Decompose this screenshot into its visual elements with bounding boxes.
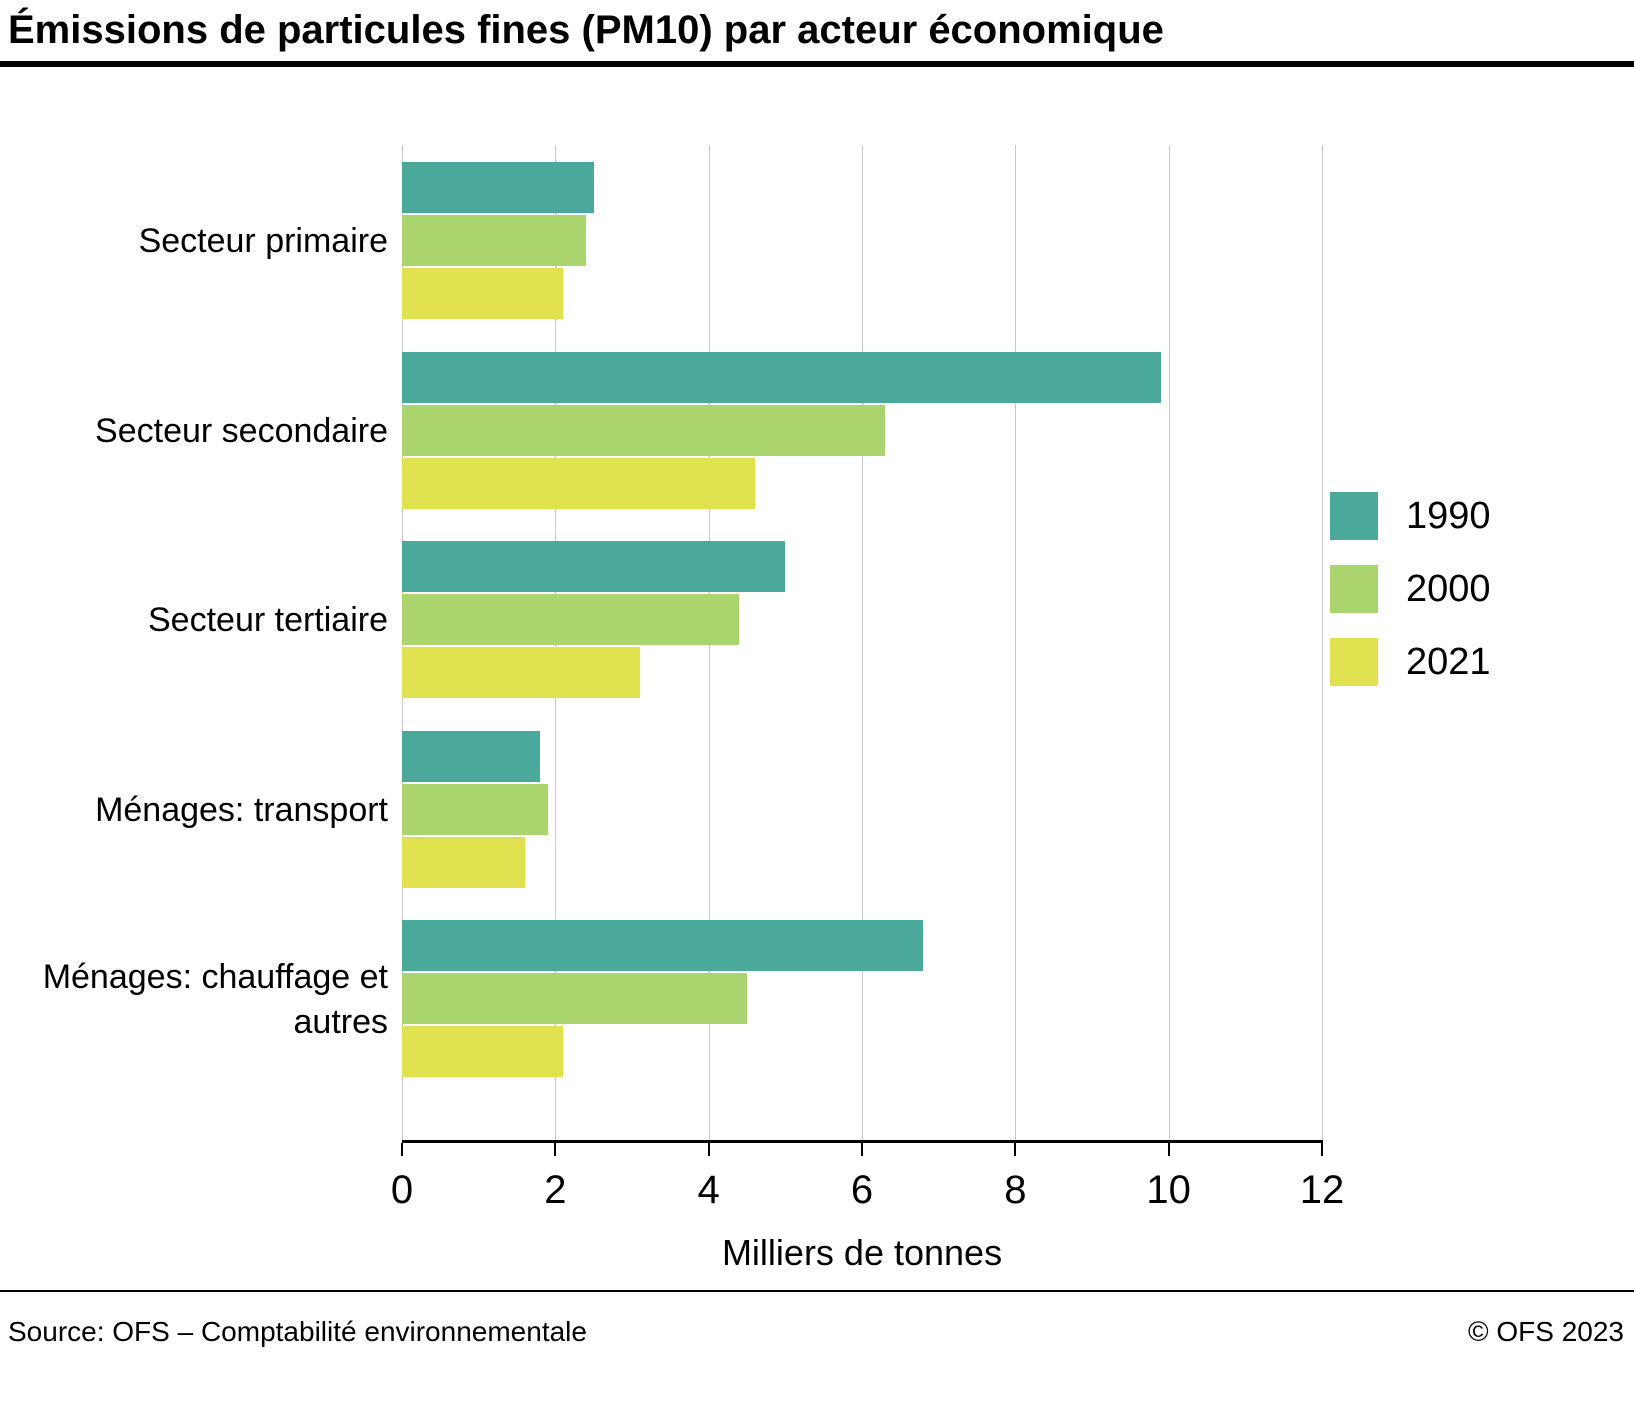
legend-swatch-2000 [1330,565,1378,613]
bar-1990 [402,541,786,592]
tick-label: 0 [390,1168,414,1212]
footer-rule [0,1290,1634,1292]
tick-mark [707,1143,710,1156]
legend-swatch-1990 [1330,492,1378,540]
plot-area [402,145,1323,1140]
bar-2000 [402,594,740,645]
tick-label: 6 [850,1168,874,1212]
legend-label: 1990 [1406,494,1491,537]
x-axis-title: Milliers de tonnes [721,1232,1003,1273]
bar-1990 [402,730,540,782]
footer-copyright: © OFS 2023 [1467,1316,1624,1347]
tick-mark [1321,1143,1323,1156]
x-axis-line [402,1140,1323,1143]
tick-label: 10 [1146,1168,1191,1212]
tick-label: 8 [1004,1168,1027,1212]
category-label: Secteur secondaire [95,411,388,450]
bar-2021 [402,1026,563,1077]
legend-label: 2021 [1406,640,1491,683]
category-label: Ménages: chauffage et autres [42,957,388,1041]
legend-item: 2021 [1330,638,1491,686]
bar-1990 [402,920,924,971]
gridline [1015,145,1017,1140]
bar-2000 [402,973,747,1024]
x-axis: 0 2 4 6 8 10 12 [391,1140,1344,1260]
category-label: Ménages: transport [95,790,388,829]
tick-mark [1167,1143,1170,1156]
title-rule [0,61,1634,67]
legend-item: 2000 [1330,565,1491,613]
bar-2000 [402,783,548,835]
tick-label: 4 [697,1168,720,1212]
legend-swatch-2021 [1330,638,1378,686]
legend: 1990 2000 2021 [1330,492,1491,711]
legend-item: 1990 [1330,492,1491,540]
tick-label: 2 [544,1168,567,1212]
bar-1990 [402,351,1161,403]
bar-2021 [402,836,525,888]
category-label: Secteur tertiaire [148,601,388,640]
gridline [1168,145,1170,1140]
tick-mark [401,1143,403,1156]
category-label: Secteur primaire [138,222,388,261]
tick-label: 12 [1299,1168,1345,1212]
gridline [862,145,863,1140]
bar-2021 [402,457,755,509]
bar-2021 [402,647,640,698]
gridline [1322,145,1323,1140]
legend-label: 2000 [1406,567,1491,610]
tick-mark [861,1143,863,1156]
bar-2000 [402,404,885,456]
bar-2000 [402,215,586,266]
tick-mark [1014,1143,1017,1156]
category-labels: Secteur primaire Secteur secondaire Secteu… [0,145,388,1140]
chart-title: Émissions de particules fines (PM10) par… [8,8,1164,52]
bar-1990 [402,162,594,213]
tick-mark [554,1143,557,1156]
footer-source: Source: OFS – Comptabilité environnement… [8,1316,587,1347]
bar-2021 [402,268,563,319]
